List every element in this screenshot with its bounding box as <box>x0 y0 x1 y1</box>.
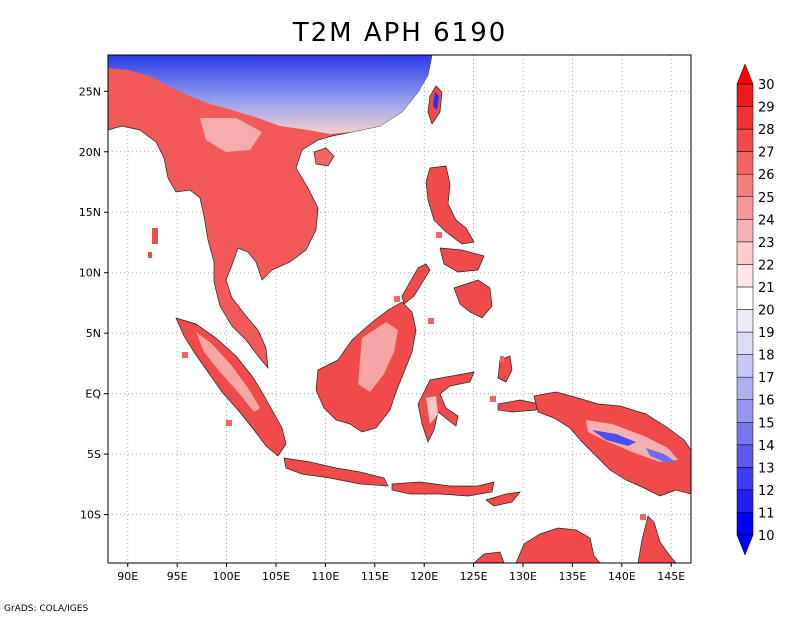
colorbar-swatch <box>736 106 754 130</box>
island-halmahera <box>497 355 513 383</box>
landmass-cape-york <box>637 515 677 563</box>
land-layer <box>108 55 691 563</box>
colorbar-swatch <box>736 83 754 107</box>
colorbar-swatch <box>736 309 754 333</box>
colorbar-label: 14 <box>758 439 775 454</box>
colorbar-swatch <box>736 512 754 536</box>
x-tick-label: 125E <box>460 570 488 583</box>
colorbar-label: 15 <box>758 416 775 431</box>
borneo-highlands <box>358 322 398 392</box>
credit-label: GrADS: COLA/IGES <box>4 604 89 614</box>
colorbar-swatch <box>736 173 754 197</box>
x-tick-label: 140E <box>608 570 636 583</box>
colorbar-label: 12 <box>758 484 775 499</box>
x-tick-label: 120E <box>410 570 438 583</box>
colorbar-swatch <box>736 286 754 310</box>
y-tick-label: EQ <box>85 388 101 401</box>
x-tick-label: 130E <box>509 570 537 583</box>
colorbar-low-arrow <box>736 534 754 556</box>
x-tick-label: 105E <box>262 570 290 583</box>
map-title: T2M APH 6190 <box>292 18 508 48</box>
y-tick-label: 10N <box>79 267 101 280</box>
colorbar-swatch <box>736 467 754 491</box>
island-seram <box>497 399 541 413</box>
colorbar-label: 30 <box>758 78 775 93</box>
y-tick-label: 25N <box>79 85 101 98</box>
cold-zone-north <box>108 55 432 134</box>
island-java <box>283 457 389 487</box>
colorbar-swatch <box>736 219 754 243</box>
colorbar-swatch <box>736 128 754 152</box>
colorbar-swatch <box>736 331 754 355</box>
landmass-australia-nw <box>473 551 505 563</box>
colorbar-label: 29 <box>758 101 775 116</box>
island-timor <box>485 491 521 507</box>
colorbar-swatch <box>736 354 754 378</box>
islands-andaman <box>148 228 158 258</box>
colorbar-label: 23 <box>758 236 775 251</box>
plot-frame <box>107 54 692 564</box>
colorbar-swatch <box>736 399 754 423</box>
y-tick-label: 5S <box>87 448 101 461</box>
colorbar-label: 19 <box>758 326 775 341</box>
island-sulawesi <box>417 371 475 443</box>
sumatra-highlands <box>196 332 260 412</box>
y-tick-label: 15N <box>79 206 101 219</box>
y-axis-ticks: 25N 20N 15N 10N 5N EQ 5S 10S <box>79 85 108 522</box>
colorbar-label: 20 <box>758 304 775 319</box>
colorbar-label: 22 <box>758 258 775 273</box>
island-new-guinea <box>533 391 691 497</box>
island-luzon <box>425 165 475 245</box>
colorbar-label: 17 <box>758 371 775 386</box>
colorbar-high-arrow <box>736 63 754 85</box>
colorbar-swatch <box>736 422 754 446</box>
colorbar-label: 27 <box>758 146 775 161</box>
new-guinea-highlands-cold-east <box>646 448 676 462</box>
landmass-australia-north <box>515 527 601 563</box>
x-tick-label: 100E <box>213 570 241 583</box>
sulawesi-highlands <box>426 396 438 424</box>
x-tick-label: 95E <box>167 570 188 583</box>
x-tick-label: 135E <box>558 570 586 583</box>
x-tick-label: 90E <box>117 570 138 583</box>
island-hainan <box>313 147 335 167</box>
colorbar-swatch <box>736 151 754 175</box>
colorbar: 10 11 12 13 14 15 16 17 18 19 20 21 22 23 24 25 26 27 28 29… <box>736 63 775 556</box>
islands-lesser-sunda <box>391 481 495 497</box>
colorbar-label: 26 <box>758 168 775 183</box>
x-tick-label: 110E <box>311 570 339 583</box>
colorbar-label: 11 <box>758 506 775 521</box>
colorbar-label: 21 <box>758 281 775 296</box>
colorbar-swatch <box>736 264 754 288</box>
x-tick-label: 145E <box>657 570 685 583</box>
island-sumatra <box>175 317 287 457</box>
colorbar-label: 16 <box>758 394 775 409</box>
highlands-yunnan <box>200 118 262 152</box>
landmass-indochina <box>108 55 433 370</box>
colorbar-label: 25 <box>758 191 775 206</box>
colorbar-swatch <box>736 196 754 220</box>
colorbar-label: 28 <box>758 123 775 138</box>
colorbar-label: 24 <box>758 213 775 228</box>
islands-visayas <box>439 247 485 273</box>
colorbar-label: 13 <box>758 461 775 476</box>
island-mindanao <box>453 279 493 319</box>
taiwan-mountains <box>433 92 439 110</box>
colorbar-label: 18 <box>758 349 775 364</box>
new-guinea-highlands-cold <box>592 430 636 446</box>
colorbar-swatch <box>736 376 754 400</box>
x-axis-ticks: 90E 95E 100E 105E 110E 115E 120E 125E 130E 135E 14… <box>117 563 685 583</box>
island-palawan <box>401 263 431 305</box>
colorbar-swatch <box>736 489 754 513</box>
colorbar-swatch <box>736 241 754 265</box>
x-tick-label: 115E <box>361 570 389 583</box>
y-tick-label: 10S <box>80 509 101 522</box>
colorbar-label: 10 <box>758 529 775 544</box>
y-tick-label: 20N <box>79 146 101 159</box>
y-tick-label: 5N <box>86 327 101 340</box>
colorbar-swatch <box>736 444 754 468</box>
